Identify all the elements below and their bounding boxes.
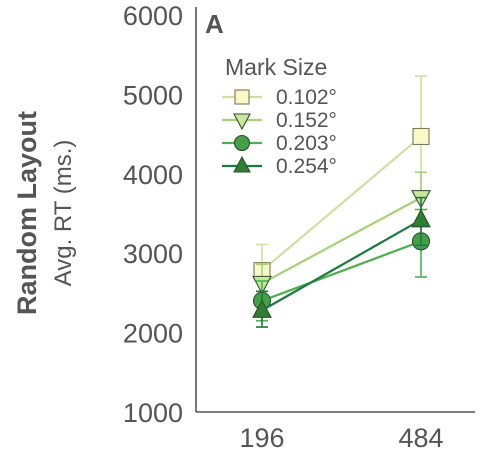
legend-label: 0.102° <box>276 86 337 109</box>
y-tick-label: 1000 <box>123 398 183 428</box>
data-point <box>411 208 431 228</box>
labels: Random Layout Avg. RT (ms.) A <box>12 9 224 315</box>
legend: Mark Size 0.102°0.152°0.203°0.254° <box>222 54 337 178</box>
y-axis-title: Random Layout <box>12 111 42 315</box>
series-line <box>261 240 422 302</box>
series-1 <box>252 171 431 306</box>
legend-label: 0.254° <box>276 155 337 178</box>
legend-marker <box>234 89 250 105</box>
panel-letter: A <box>205 9 224 39</box>
y-axis-subtitle: Avg. RT (ms.) <box>50 140 77 287</box>
y-tick-label: 4000 <box>123 160 183 190</box>
series-line <box>261 218 422 312</box>
series-3 <box>252 196 431 328</box>
legend-entry: 0.254° <box>222 155 337 178</box>
legend-marker <box>233 134 251 152</box>
series-line <box>261 135 422 272</box>
legend-marker <box>233 113 251 131</box>
y-tick-label: 5000 <box>123 80 183 110</box>
legend-entry: 0.102° <box>222 86 337 109</box>
legend-entry: 0.203° <box>222 132 337 155</box>
series-line <box>261 196 422 285</box>
axes: 1000 2000 3000 4000 5000 6000 196 484 <box>123 1 475 453</box>
data-point <box>252 299 272 318</box>
y-tick-label: 3000 <box>123 239 183 269</box>
legend-label: 0.203° <box>276 132 337 155</box>
legend-label: 0.152° <box>276 109 337 132</box>
x-tick-label: 196 <box>239 423 284 453</box>
legend-marker <box>233 155 251 173</box>
data-point <box>412 127 430 146</box>
series-layer <box>252 75 431 328</box>
y-tick-label: 6000 <box>123 1 183 31</box>
legend-title: Mark Size <box>225 54 327 80</box>
x-tick-label: 484 <box>398 423 443 453</box>
legend-entry: 0.152° <box>222 109 337 132</box>
y-tick-label: 2000 <box>123 319 183 349</box>
